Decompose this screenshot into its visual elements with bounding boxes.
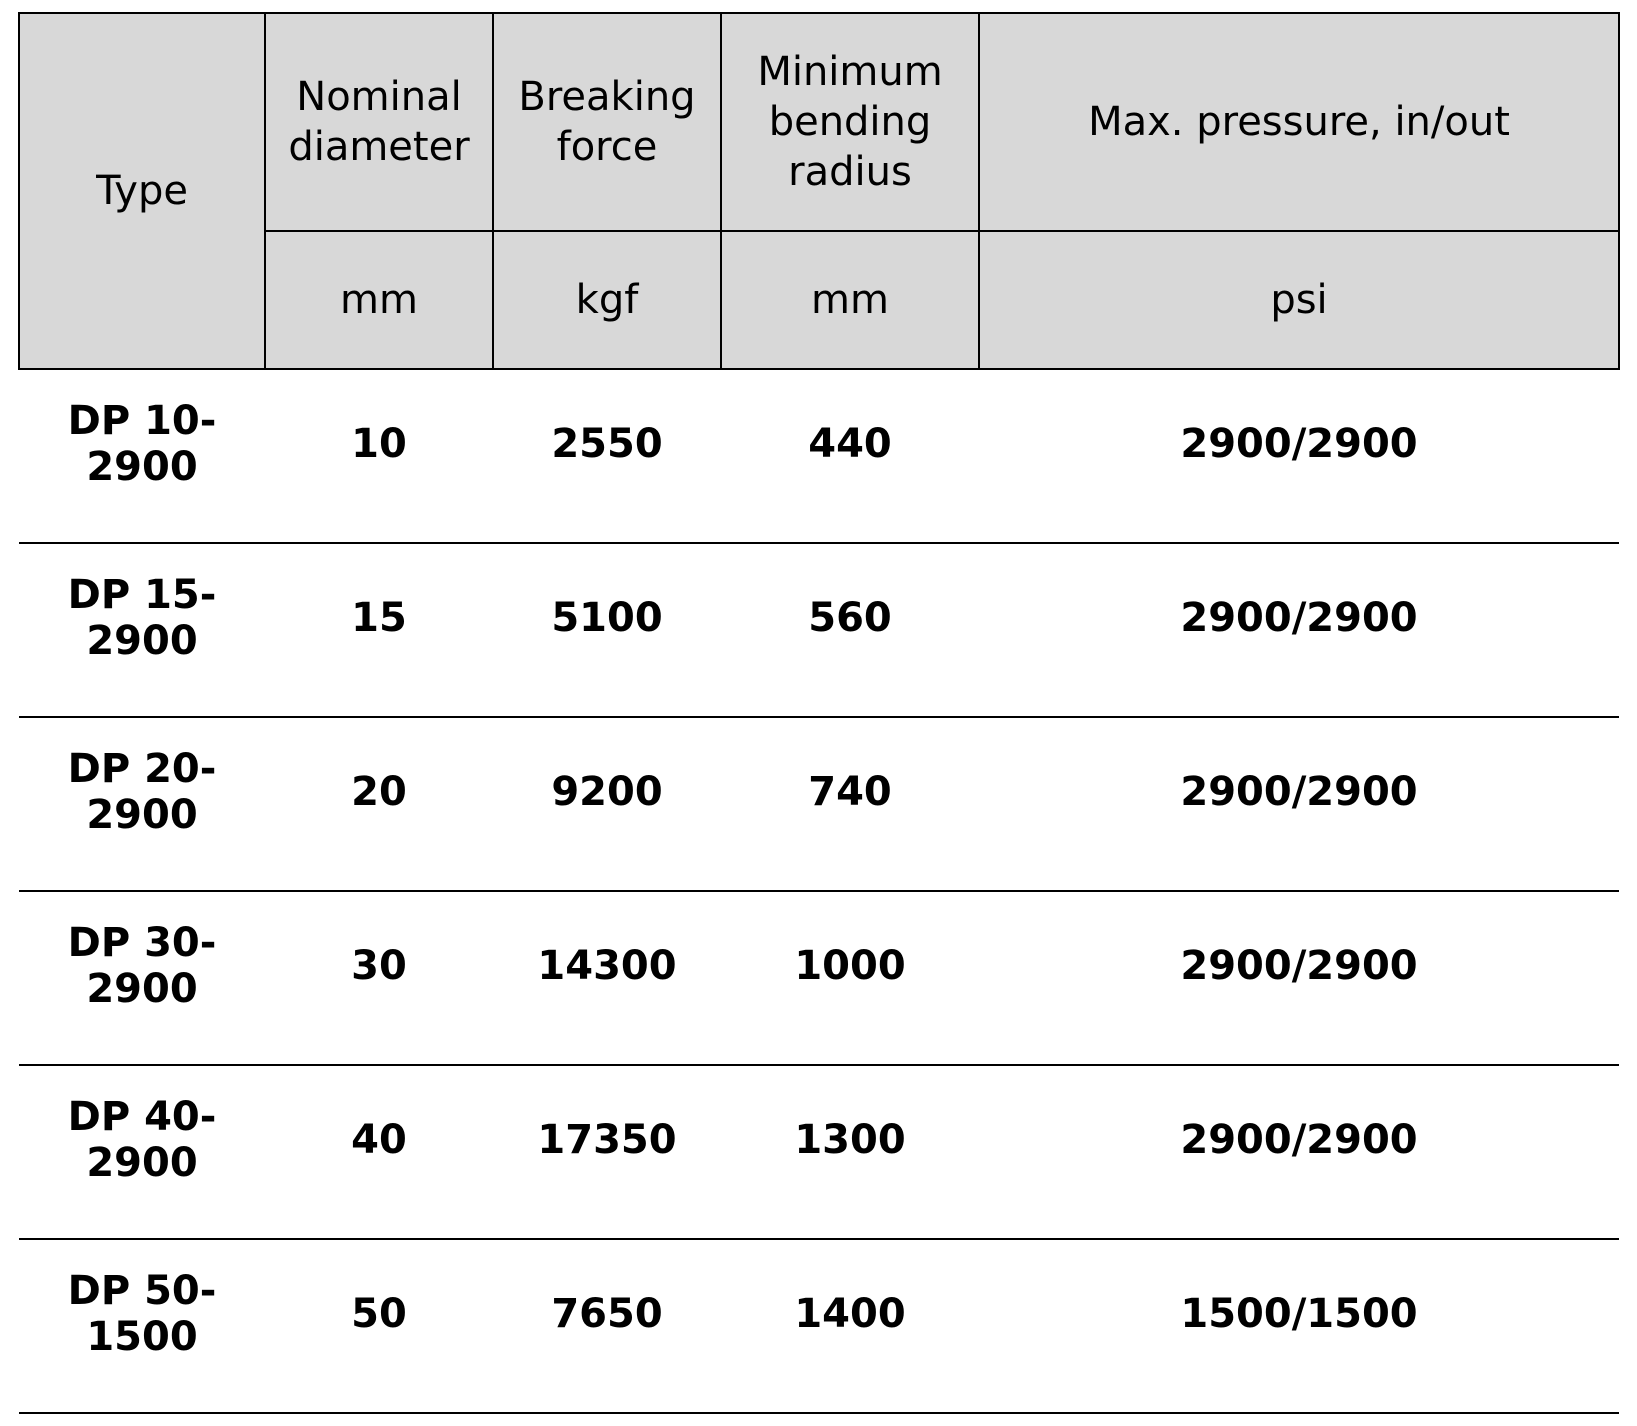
table-row: DP 50-1500 50 7650 1400 1500/1500 xyxy=(19,1239,1619,1413)
cell-nominal-diameter: 20 xyxy=(265,717,493,891)
table-row: DP 40-2900 40 17350 1300 2900/2900 xyxy=(19,1065,1619,1239)
col-header-max-pressure: Max. pressure, in/out xyxy=(979,13,1619,231)
cell-breaking-force: 5100 xyxy=(493,543,721,717)
cell-max-pressure: 2900/2900 xyxy=(979,1065,1619,1239)
cell-type: DP 15-2900 xyxy=(19,543,265,717)
col-header-nominal-diameter: Nominal diameter xyxy=(265,13,493,231)
cell-nominal-diameter: 15 xyxy=(265,543,493,717)
col-unit-breaking-force: kgf xyxy=(493,231,721,369)
cell-min-bend-radius: 440 xyxy=(721,369,979,543)
cell-max-pressure: 2900/2900 xyxy=(979,369,1619,543)
cell-min-bend-radius: 1000 xyxy=(721,891,979,1065)
cell-nominal-diameter: 10 xyxy=(265,369,493,543)
cell-max-pressure: 1500/1500 xyxy=(979,1239,1619,1413)
cell-min-bend-radius: 1300 xyxy=(721,1065,979,1239)
cell-breaking-force: 9200 xyxy=(493,717,721,891)
cell-nominal-diameter: 50 xyxy=(265,1239,493,1413)
col-unit-max-pressure: psi xyxy=(979,231,1619,369)
table-header-labels: Type Nominal diameter Breaking force Min… xyxy=(19,13,1619,231)
col-unit-min-bend-radius: mm xyxy=(721,231,979,369)
cell-nominal-diameter: 30 xyxy=(265,891,493,1065)
table-row: DP 30-2900 30 14300 1000 2900/2900 xyxy=(19,891,1619,1065)
col-header-min-bend-radius: Minimum bending radius xyxy=(721,13,979,231)
cell-min-bend-radius: 740 xyxy=(721,717,979,891)
col-unit-nominal-diameter: mm xyxy=(265,231,493,369)
cell-type: DP 40-2900 xyxy=(19,1065,265,1239)
cell-max-pressure: 2900/2900 xyxy=(979,891,1619,1065)
col-header-breaking-force: Breaking force xyxy=(493,13,721,231)
cell-breaking-force: 7650 xyxy=(493,1239,721,1413)
table-row: DP 15-2900 15 5100 560 2900/2900 xyxy=(19,543,1619,717)
cell-min-bend-radius: 560 xyxy=(721,543,979,717)
table-container: Type Nominal diameter Breaking force Min… xyxy=(0,0,1637,1426)
table-row: DP 10-2900 10 2550 440 2900/2900 xyxy=(19,369,1619,543)
cell-breaking-force: 2550 xyxy=(493,369,721,543)
cell-type: DP 20-2900 xyxy=(19,717,265,891)
cell-type: DP 10-2900 xyxy=(19,369,265,543)
table-row: DP 20-2900 20 9200 740 2900/2900 xyxy=(19,717,1619,891)
col-header-type: Type xyxy=(19,13,265,369)
cell-type: DP 50-1500 xyxy=(19,1239,265,1413)
cell-max-pressure: 2900/2900 xyxy=(979,543,1619,717)
cell-min-bend-radius: 1400 xyxy=(721,1239,979,1413)
cell-type: DP 30-2900 xyxy=(19,891,265,1065)
cell-breaking-force: 14300 xyxy=(493,891,721,1065)
spec-table: Type Nominal diameter Breaking force Min… xyxy=(18,12,1620,1414)
cell-breaking-force: 17350 xyxy=(493,1065,721,1239)
cell-nominal-diameter: 40 xyxy=(265,1065,493,1239)
cell-max-pressure: 2900/2900 xyxy=(979,717,1619,891)
